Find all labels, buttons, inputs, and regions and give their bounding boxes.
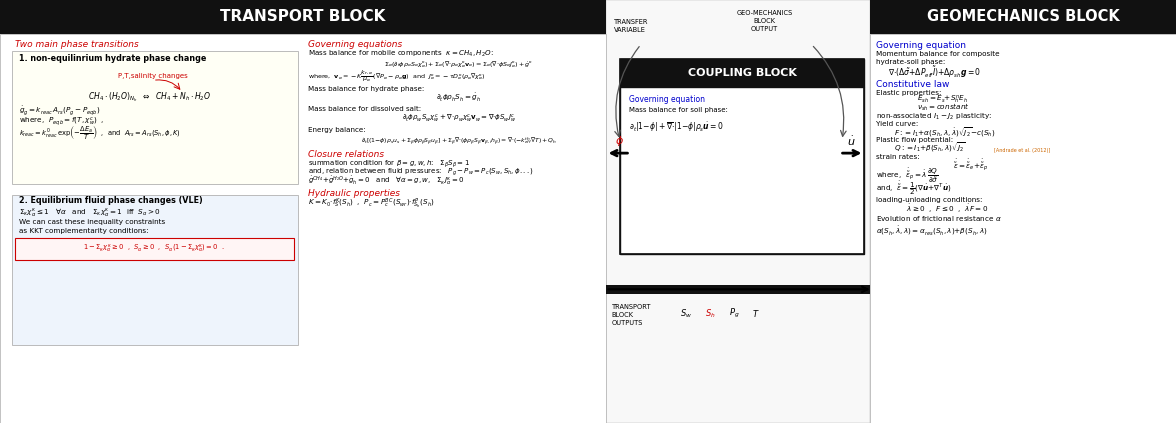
Bar	[0, 0, 606, 34]
Bar	[606, 285, 870, 294]
Text: Two main phase transitions: Two main phase transitions	[15, 40, 139, 49]
Text: hydrate-soil phase:: hydrate-soil phase:	[876, 59, 946, 65]
Text: TRANSPORT BLOCK: TRANSPORT BLOCK	[220, 9, 385, 24]
Text: $\dot{u}$: $\dot{u}$	[847, 135, 856, 148]
Text: TRANSFER
VARIABLE: TRANSFER VARIABLE	[614, 19, 648, 33]
Text: $\dot{\tilde{\epsilon}}{=}\dot{\tilde{\epsilon}}_e{+}\dot{\tilde{\epsilon}}_p$: $\dot{\tilde{\epsilon}}{=}\dot{\tilde{\e…	[953, 157, 988, 173]
Text: Elastic properties:: Elastic properties:	[876, 90, 942, 96]
Text: $\dot{\lambda}{\geq}0$  ,  $F{\leq}0$  ,  $\dot{\lambda}F{=}0$: $\dot{\lambda}{\geq}0$ , $F{\leq}0$ , $\…	[906, 202, 988, 214]
Text: $CH_4 \cdot (H_2O)_{N_h}$  $\Leftrightarrow$  $CH_4 + N_h \cdot H_2O$: $CH_4 \cdot (H_2O)_{N_h}$ $\Leftrightarr…	[88, 91, 211, 104]
Text: $P_g$: $P_g$	[729, 308, 739, 320]
Text: Mass balance for mobile components  $\kappa{=}CH_4, H_2O$:: Mass balance for mobile components $\kap…	[308, 49, 494, 59]
Text: $\Sigma_\alpha(\partial_t\phi\rho_\alpha S_\alpha\chi_\alpha^\kappa) + \Sigma_\a: $\Sigma_\alpha(\partial_t\phi\rho_\alpha…	[383, 60, 534, 70]
Text: $T$: $T$	[753, 308, 760, 319]
Text: Plastic flow potential:: Plastic flow potential:	[876, 137, 954, 143]
Text: Mass balance for dissolved salt:: Mass balance for dissolved salt:	[308, 106, 421, 112]
Text: Hydraulic properties: Hydraulic properties	[308, 189, 400, 198]
Text: P,T,salinity changes: P,T,salinity changes	[118, 73, 188, 79]
Text: $E_{sh}{=}E_s{+}S_h^n E_h$: $E_{sh}{=}E_s{+}S_h^n E_h$	[917, 94, 968, 106]
Text: $\dot{g}^{CH_4}{+}\dot{g}^{H_2O}{+}\dot{g}_h{=}0$   and   $\forall\alpha{=}g,w$,: $\dot{g}^{CH_4}{+}\dot{g}^{H_2O}{+}\dot{…	[308, 175, 465, 187]
Text: Governing equation: Governing equation	[876, 41, 967, 50]
Text: $\alpha(S_h,\dot{\lambda},\lambda){=}\alpha_{res}(S_h,\lambda){+}\beta(S_h,\lamb: $\alpha(S_h,\dot{\lambda},\lambda){=}\al…	[876, 224, 988, 236]
Text: Evolution of frictional resistance $\alpha$: Evolution of frictional resistance $\alp…	[876, 214, 1002, 223]
Text: $\nabla{\cdot}(\Delta\tilde{\sigma}{+}\Delta P_{eff}\tilde{I}){+}\Delta\rho_{sh}: $\nabla{\cdot}(\Delta\tilde{\sigma}{+}\D…	[888, 65, 981, 80]
Bar	[620, 59, 864, 254]
Text: $\partial_t[(1{-}\phi)\rho_s u_s + \Sigma_\beta\phi\rho_\beta S_\beta u_\beta] +: $\partial_t[(1{-}\phi)\rho_s u_s + \Sigm…	[361, 136, 556, 147]
Text: 2. Equilibrium fluid phase changes (VLE): 2. Equilibrium fluid phase changes (VLE)	[19, 196, 202, 206]
Text: Mass balance for hydrate phase:: Mass balance for hydrate phase:	[308, 86, 425, 92]
Text: Closure relations: Closure relations	[308, 150, 385, 159]
Bar	[0, 34, 606, 423]
Text: $K{=}K_0{\cdot}f_S^K(S_h)$  ,  $P_c{=}P_c^{BC}(S_{wr}){\cdot}f_{S_h}^P(S_h)$: $K{=}K_0{\cdot}f_S^K(S_h)$ , $P_c{=}P_c^…	[308, 197, 435, 211]
Bar	[620, 87, 864, 254]
Text: where,  $\mathbf{v}_\alpha = -K\dfrac{k_{r,\alpha}}{\mu_\alpha}(\nabla P_\alpha : where, $\mathbf{v}_\alpha = -K\dfrac{k_{…	[308, 69, 486, 84]
Text: non-associated $I_1 - J_2$ plasticity:: non-associated $I_1 - J_2$ plasticity:	[876, 112, 993, 122]
Text: $k_{reac} = k_{reac}^0\,\exp\!\left(-\dfrac{\Delta E_a}{T}\right)$  ,  and  $A_{: $k_{reac} = k_{reac}^0\,\exp\!\left(-\df…	[19, 125, 181, 142]
Text: Mass balance for soil phase:: Mass balance for soil phase:	[629, 107, 728, 113]
Text: loading-unloading conditions:: loading-unloading conditions:	[876, 197, 983, 203]
Text: $\partial_t\phi\rho_h S_h = \dot{g}_h$: $\partial_t\phi\rho_h S_h = \dot{g}_h$	[436, 92, 481, 104]
Text: strain rates:: strain rates:	[876, 154, 920, 160]
Text: Governing equation: Governing equation	[629, 95, 706, 104]
Text: GEOMECHANICS BLOCK: GEOMECHANICS BLOCK	[927, 9, 1120, 24]
Text: and, relation between fluid pressures:   $P_g - P_w = P_c(S_w, S_h, \phi...)$: and, relation between fluid pressures: $…	[308, 167, 534, 178]
Text: Momentum balance for composite: Momentum balance for composite	[876, 51, 1000, 57]
Text: $\Sigma_\kappa\chi_\alpha^\kappa \leq 1$   $\forall\alpha$   and   $\Sigma_\kapp: $\Sigma_\kappa\chi_\alpha^\kappa \leq 1$…	[19, 206, 161, 218]
Text: where,  $P_{eqb} = f(T, \chi_w^c)$  ,: where, $P_{eqb} = f(T, \chi_w^c)$ ,	[19, 115, 105, 128]
Text: $F{:=}I_1{+}\alpha(S_h,\lambda,\dot{\lambda})\sqrt{J_2}{-}c(S_h)$: $F{:=}I_1{+}\alpha(S_h,\lambda,\dot{\lam…	[894, 125, 995, 139]
Bar	[870, 34, 1176, 423]
Text: $\partial_t|1{-}\phi| + \overline{\nabla}{\cdot}|1{-}\phi|\rho_s\dot{\boldsymbol: $\partial_t|1{-}\phi| + \overline{\nabla…	[629, 120, 724, 134]
Text: 1. non-equilinrium hydrate phase change: 1. non-equilinrium hydrate phase change	[19, 54, 206, 63]
Text: summation condition for $\beta{=}g,w,h$:   $\Sigma_\beta S_\beta = 1$: summation condition for $\beta{=}g,w,h$:…	[308, 158, 470, 170]
Text: where,  $\dot{\tilde{\epsilon}}_p{=}\dot{\lambda}\,\dfrac{\partial Q}{\partial\t: where, $\dot{\tilde{\epsilon}}_p{=}\dot{…	[876, 166, 938, 184]
Text: TRANSPORT
BLOCK
OUTPUTS: TRANSPORT BLOCK OUTPUTS	[612, 304, 652, 326]
Text: $\nu_{sh}{=}constant$: $\nu_{sh}{=}constant$	[917, 102, 970, 113]
Text: $Q{:=}I_1{+}\beta(S_h,\lambda)\sqrt{J_2}$: $Q{:=}I_1{+}\beta(S_h,\lambda)\sqrt{J_2}…	[894, 140, 965, 154]
Text: $\phi$: $\phi$	[615, 134, 624, 148]
Text: $S_h$: $S_h$	[704, 308, 716, 320]
Text: Energy balance:: Energy balance:	[308, 127, 366, 133]
Text: Governing equations: Governing equations	[308, 40, 402, 49]
Bar	[620, 59, 864, 87]
Bar	[606, 0, 870, 423]
Text: Constitutive law: Constitutive law	[876, 80, 949, 89]
Text: $S_w$: $S_w$	[680, 308, 691, 320]
Text: GEO-MECHANICS
BLOCK
OUTPUT: GEO-MECHANICS BLOCK OUTPUT	[736, 10, 793, 32]
Text: We can cast these inequality constraints: We can cast these inequality constraints	[19, 220, 165, 225]
Text: $\partial_t\phi\rho_w S_w\chi_w^c + \nabla{\cdot}\rho_w\chi_w^c\mathbf{v}_w = \n: $\partial_t\phi\rho_w S_w\chi_w^c + \nab…	[401, 113, 516, 125]
Text: $1 - \Sigma_\kappa\chi_\alpha^\kappa \geq 0$  ,  $S_\alpha \geq 0$  ,  $S_\alpha: $1 - \Sigma_\kappa\chi_\alpha^\kappa \ge…	[83, 243, 225, 255]
Bar	[870, 0, 1176, 34]
Text: [Andrade et al. (2012)]: [Andrade et al. (2012)]	[994, 148, 1050, 153]
Bar	[15, 238, 294, 260]
Text: $\dot{g}_g = k_{reac}\,A_{rs}(P_g - P_{eqb})$: $\dot{g}_g = k_{reac}\,A_{rs}(P_g - P_{e…	[19, 104, 100, 118]
Text: Yield curve:: Yield curve:	[876, 121, 918, 127]
Text: and,  $\dot{\tilde{\epsilon}}{=}\dfrac{1}{2}(\nabla\dot{\boldsymbol{u}}{+}\nabla: and, $\dot{\tilde{\epsilon}}{=}\dfrac{1}…	[876, 179, 951, 197]
Bar	[12, 51, 298, 184]
Bar	[12, 195, 298, 345]
Text: COUPLING BLOCK: COUPLING BLOCK	[688, 68, 796, 78]
Text: as KKT complementarity conditions:: as KKT complementarity conditions:	[19, 228, 148, 234]
